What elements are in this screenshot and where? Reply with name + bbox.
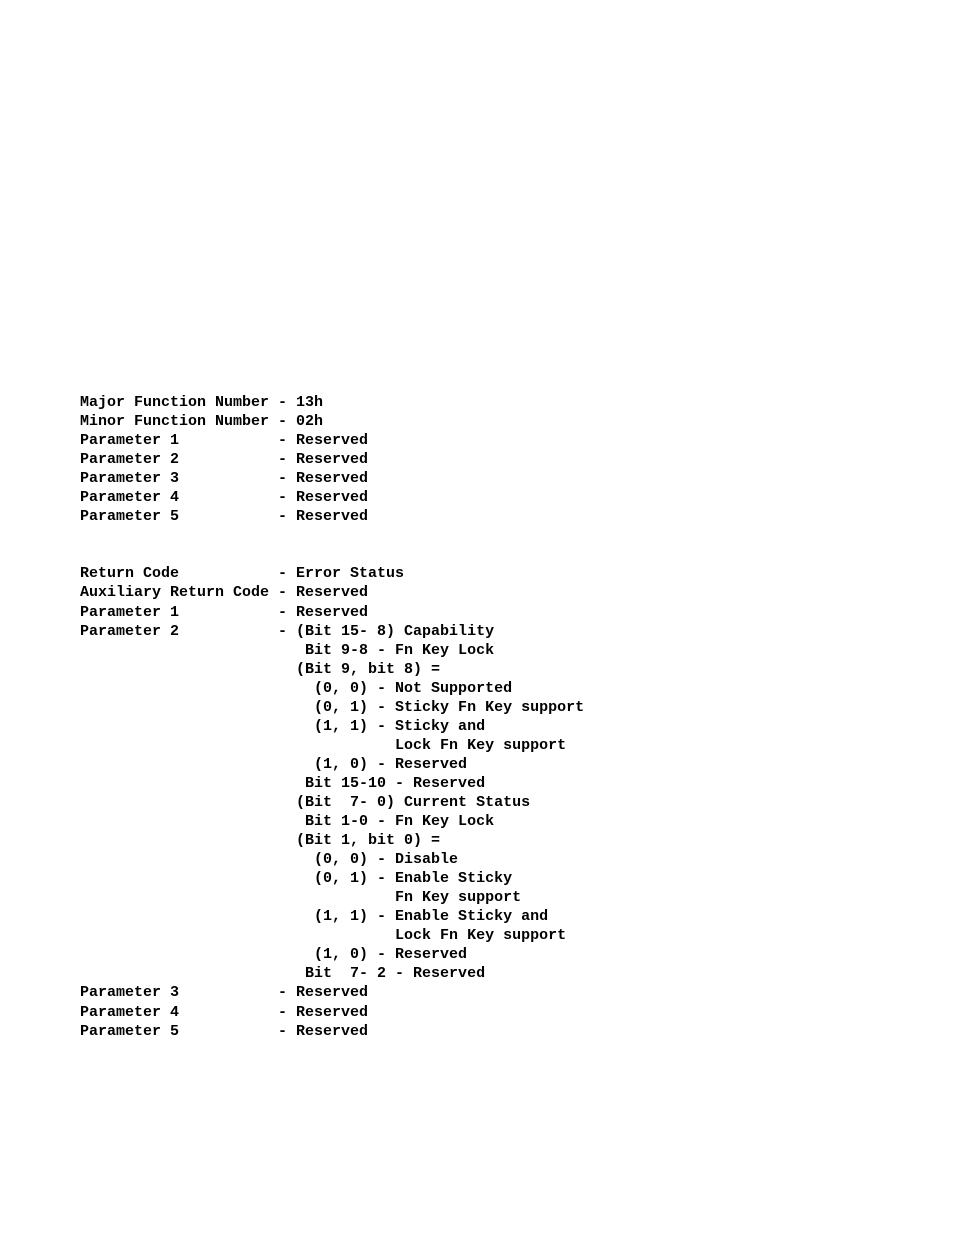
document-line: Parameter 4 - Reserved — [80, 1003, 954, 1022]
document-line: Bit 9-8 - Fn Key Lock — [80, 641, 954, 660]
document-line: (Bit 9, bit 8) = — [80, 660, 954, 679]
document-line: Auxiliary Return Code - Reserved — [80, 583, 954, 602]
document-line: Parameter 4 - Reserved — [80, 488, 954, 507]
document-line: Bit 1-0 - Fn Key Lock — [80, 812, 954, 831]
document-content: Major Function Number - 13hMinor Functio… — [0, 0, 954, 1041]
document-line: Parameter 1 - Reserved — [80, 431, 954, 450]
document-line: Parameter 1 - Reserved — [80, 603, 954, 622]
document-line: Return Code - Error Status — [80, 564, 954, 583]
document-line: Parameter 2 - Reserved — [80, 450, 954, 469]
document-line: Parameter 5 - Reserved — [80, 1022, 954, 1041]
document-line: (1, 1) - Sticky and — [80, 717, 954, 736]
document-line: (0, 1) - Sticky Fn Key support — [80, 698, 954, 717]
document-line: Bit 7- 2 - Reserved — [80, 964, 954, 983]
document-line: Parameter 3 - Reserved — [80, 469, 954, 488]
document-line: (Bit 1, bit 0) = — [80, 831, 954, 850]
document-line — [80, 545, 954, 564]
document-line: (0, 0) - Not Supported — [80, 679, 954, 698]
document-line: (1, 1) - Enable Sticky and — [80, 907, 954, 926]
document-line: (1, 0) - Reserved — [80, 755, 954, 774]
document-line: Lock Fn Key support — [80, 926, 954, 945]
document-line — [80, 526, 954, 545]
document-line: Fn Key support — [80, 888, 954, 907]
document-line: (1, 0) - Reserved — [80, 945, 954, 964]
document-line: Parameter 5 - Reserved — [80, 507, 954, 526]
document-line: Lock Fn Key support — [80, 736, 954, 755]
document-line: Major Function Number - 13h — [80, 393, 954, 412]
document-line: Bit 15-10 - Reserved — [80, 774, 954, 793]
document-line: Minor Function Number - 02h — [80, 412, 954, 431]
document-line: (0, 0) - Disable — [80, 850, 954, 869]
document-line: (Bit 7- 0) Current Status — [80, 793, 954, 812]
document-line: Parameter 3 - Reserved — [80, 983, 954, 1002]
document-line: Parameter 2 - (Bit 15- 8) Capability — [80, 622, 954, 641]
document-line: (0, 1) - Enable Sticky — [80, 869, 954, 888]
